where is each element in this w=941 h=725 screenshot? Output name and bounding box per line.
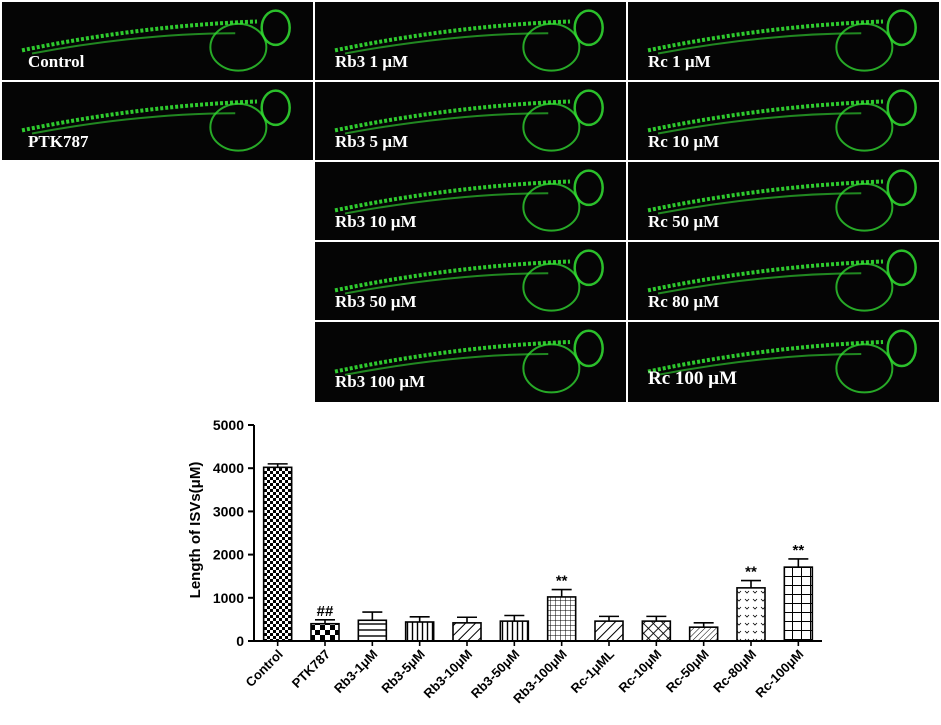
- x-tick-label: Rb3-5μM: [378, 647, 427, 696]
- panel-label: Rb3 100 µM: [335, 372, 426, 391]
- x-tick-label: Control: [242, 647, 285, 690]
- x-axis: Control PTK787Rb3-1μMRb3-5μMRb3-10μMRb3-5…: [242, 640, 822, 706]
- significance-marker: ##: [317, 603, 334, 620]
- x-tick-label: Rb3-10μM: [421, 647, 476, 702]
- y-tick-label: 2000: [213, 547, 244, 563]
- larva-image-panel: Rc 50 µM: [628, 162, 939, 240]
- bar: [641, 620, 672, 642]
- bar: [262, 466, 293, 642]
- bar: [404, 621, 435, 642]
- zebrafish-larva-image: [334, 89, 604, 152]
- x-tick-label: Rc-50μM: [663, 647, 712, 696]
- x-tick-label: Rc-10μM: [616, 647, 665, 696]
- zebrafish-larva-image: [334, 329, 604, 394]
- bar: [783, 566, 814, 642]
- zebrafish-larva-image: [647, 9, 917, 72]
- significance-marker: **: [745, 564, 757, 581]
- bar: [357, 619, 388, 642]
- significance-marker: **: [792, 542, 804, 559]
- panel-label: Rb3 50 µM: [335, 292, 417, 311]
- bar: [594, 620, 624, 642]
- panel-label: Rc 80 µM: [648, 292, 720, 311]
- larva-image-panel: Control: [2, 2, 313, 80]
- isv-length-bar-chart: Length of ISVs(μM) 0 1000 2000 3000 4000 5000…: [187, 417, 822, 706]
- panel-label: Rc 10 µM: [648, 132, 720, 151]
- zebrafish-larva-image: [21, 89, 291, 152]
- panel-label: Rb3 5 µM: [335, 132, 409, 151]
- panel-label: Rc 1 µM: [648, 52, 711, 71]
- zebrafish-larva-image: [647, 329, 917, 394]
- y-tick-label: 5000: [213, 417, 244, 433]
- y-axis-label: Length of ISVs(μM): [187, 462, 204, 599]
- zebrafish-larva-image: [334, 169, 604, 232]
- x-tick-label: Rc-80μM: [710, 647, 759, 696]
- larva-image-panel: Rc 100 µM: [628, 322, 939, 402]
- bar: [499, 620, 530, 642]
- y-tick-label: 4000: [213, 460, 244, 476]
- significance-marker: **: [556, 573, 568, 590]
- bar-series: ## ** ** **: [262, 463, 814, 642]
- zebrafish-larva-image: [334, 9, 604, 72]
- larva-image-panel: Rc 1 µM: [628, 2, 939, 80]
- larva-image-panel: PTK787: [2, 82, 313, 160]
- larva-image-panel: Rb3 50 µM: [315, 242, 626, 320]
- panel-label: Control: [28, 52, 85, 71]
- y-axis: 0 1000 2000 3000 4000 5000: [213, 417, 255, 649]
- bar: [736, 587, 766, 642]
- panel-label: Rb3 10 µM: [335, 212, 417, 231]
- bar: [688, 626, 719, 642]
- panel-label: Rc 50 µM: [648, 212, 720, 231]
- x-tick-label: Rb3-1μM: [331, 647, 380, 696]
- y-tick-label: 3000: [213, 503, 244, 519]
- larva-image-panel: Rb3 5 µM: [315, 82, 626, 160]
- zebrafish-larva-image: [334, 249, 604, 312]
- larva-image-panel: Rc 10 µM: [628, 82, 939, 160]
- larva-image-panel: Rc 80 µM: [628, 242, 939, 320]
- larva-image-panel: Rb3 1 µM: [315, 2, 626, 80]
- larva-image-panel: Rb3 100 µM: [315, 322, 626, 402]
- panel-label: Rb3 1 µM: [335, 52, 409, 71]
- zebrafish-larva-image: [647, 249, 917, 312]
- zebrafish-larva-image: [647, 169, 917, 232]
- panel-label: Rc 100 µM: [648, 368, 738, 389]
- bar: [310, 622, 340, 642]
- zebrafish-larva-image: [21, 9, 291, 72]
- bar: [546, 596, 577, 642]
- x-tick-label: Rc-100μM: [752, 647, 806, 701]
- larva-image-panel: Rb3 10 µM: [315, 162, 626, 240]
- panel-label: PTK787: [28, 132, 89, 151]
- bar: [452, 622, 482, 642]
- zebrafish-larva-image: [647, 89, 917, 152]
- y-tick-label: 1000: [213, 590, 244, 606]
- y-tick-label: 0: [236, 633, 244, 649]
- x-tick-label: PTK787: [289, 647, 333, 691]
- x-tick-label: Rc-1μML: [568, 646, 617, 695]
